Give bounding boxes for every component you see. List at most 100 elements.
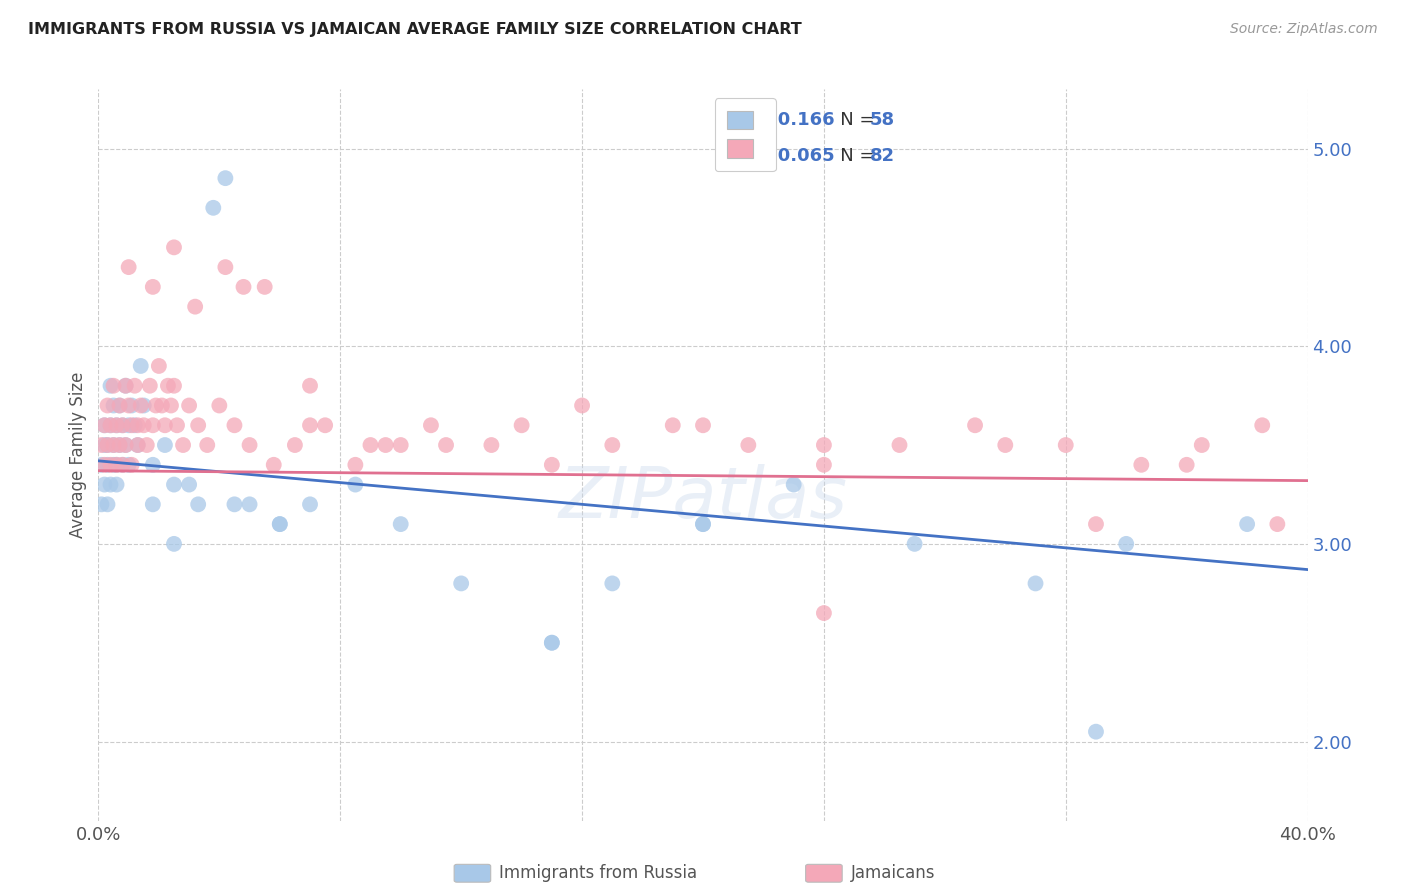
Point xyxy=(160,399,183,413)
Point xyxy=(103,438,125,452)
Point xyxy=(124,378,146,392)
Point xyxy=(299,418,322,433)
Point xyxy=(108,399,131,413)
Point xyxy=(93,477,115,491)
Point xyxy=(214,171,236,186)
Point xyxy=(100,477,122,491)
Point xyxy=(118,399,141,413)
Point xyxy=(105,458,128,472)
Point xyxy=(153,438,176,452)
Point xyxy=(108,438,131,452)
Point xyxy=(187,418,209,433)
Point xyxy=(904,537,927,551)
Point xyxy=(148,359,170,373)
Text: Jamaicans: Jamaicans xyxy=(851,864,935,882)
Point xyxy=(145,399,167,413)
Point xyxy=(202,201,225,215)
Point xyxy=(1191,438,1213,452)
Point xyxy=(129,359,152,373)
Point xyxy=(179,399,201,413)
Point xyxy=(127,418,149,433)
Point xyxy=(163,240,186,254)
Point xyxy=(103,438,125,452)
Point xyxy=(239,438,262,452)
Point xyxy=(602,576,624,591)
Point xyxy=(114,378,136,392)
Point xyxy=(100,458,122,472)
Point xyxy=(299,378,322,392)
Point xyxy=(263,458,285,472)
Point xyxy=(166,418,188,433)
Point xyxy=(118,458,141,472)
Point xyxy=(114,378,136,392)
Point xyxy=(481,438,503,452)
Point xyxy=(232,280,254,294)
Text: 82: 82 xyxy=(869,146,894,164)
Point xyxy=(1085,517,1108,532)
Point xyxy=(269,517,291,532)
Point xyxy=(374,438,396,452)
Text: -0.065: -0.065 xyxy=(765,146,835,164)
Text: R =: R = xyxy=(730,146,769,164)
Point xyxy=(344,458,367,472)
Text: -0.166: -0.166 xyxy=(765,111,835,128)
Point xyxy=(96,399,118,413)
Point xyxy=(208,399,231,413)
Point xyxy=(105,477,128,491)
Point xyxy=(299,497,322,511)
Point xyxy=(142,418,165,433)
Point xyxy=(96,438,118,452)
Text: N =: N = xyxy=(824,146,880,164)
Point xyxy=(224,497,246,511)
Point xyxy=(1267,517,1289,532)
Point xyxy=(111,418,134,433)
Text: IMMIGRANTS FROM RUSSIA VS JAMAICAN AVERAGE FAMILY SIZE CORRELATION CHART: IMMIGRANTS FROM RUSSIA VS JAMAICAN AVERA… xyxy=(28,22,801,37)
Point xyxy=(90,458,112,472)
Point xyxy=(1175,458,1198,472)
Point xyxy=(1130,458,1153,472)
Point xyxy=(813,438,835,452)
Point xyxy=(132,418,155,433)
Point xyxy=(96,458,118,472)
Point xyxy=(253,280,276,294)
Point xyxy=(1115,537,1137,551)
Point xyxy=(142,280,165,294)
Point xyxy=(783,477,806,491)
Text: Immigrants from Russia: Immigrants from Russia xyxy=(499,864,697,882)
Point xyxy=(156,378,179,392)
Point xyxy=(269,517,291,532)
Point xyxy=(96,438,118,452)
Point xyxy=(344,477,367,491)
Point xyxy=(105,458,128,472)
Point xyxy=(103,458,125,472)
Y-axis label: Average Family Size: Average Family Size xyxy=(69,372,87,538)
Point xyxy=(100,418,122,433)
Point xyxy=(540,458,562,472)
Legend: , : , xyxy=(714,98,776,171)
Point xyxy=(103,399,125,413)
Point xyxy=(737,438,759,452)
Point xyxy=(93,438,115,452)
Point xyxy=(103,378,125,392)
Point xyxy=(121,418,143,433)
Point xyxy=(284,438,307,452)
Point xyxy=(602,438,624,452)
Text: N =: N = xyxy=(824,111,880,128)
Point xyxy=(813,458,835,472)
Point xyxy=(1054,438,1077,452)
Point xyxy=(1024,576,1046,591)
Point xyxy=(540,636,562,650)
Point xyxy=(1085,724,1108,739)
Point xyxy=(121,458,143,472)
Point xyxy=(124,418,146,433)
Point xyxy=(510,418,533,433)
Point xyxy=(813,606,835,620)
Point xyxy=(105,418,128,433)
Text: ZIPatlas: ZIPatlas xyxy=(558,465,848,533)
Point xyxy=(118,260,141,274)
Point xyxy=(187,497,209,511)
Point xyxy=(132,399,155,413)
Point xyxy=(239,497,262,511)
Point xyxy=(434,438,457,452)
Point xyxy=(108,399,131,413)
